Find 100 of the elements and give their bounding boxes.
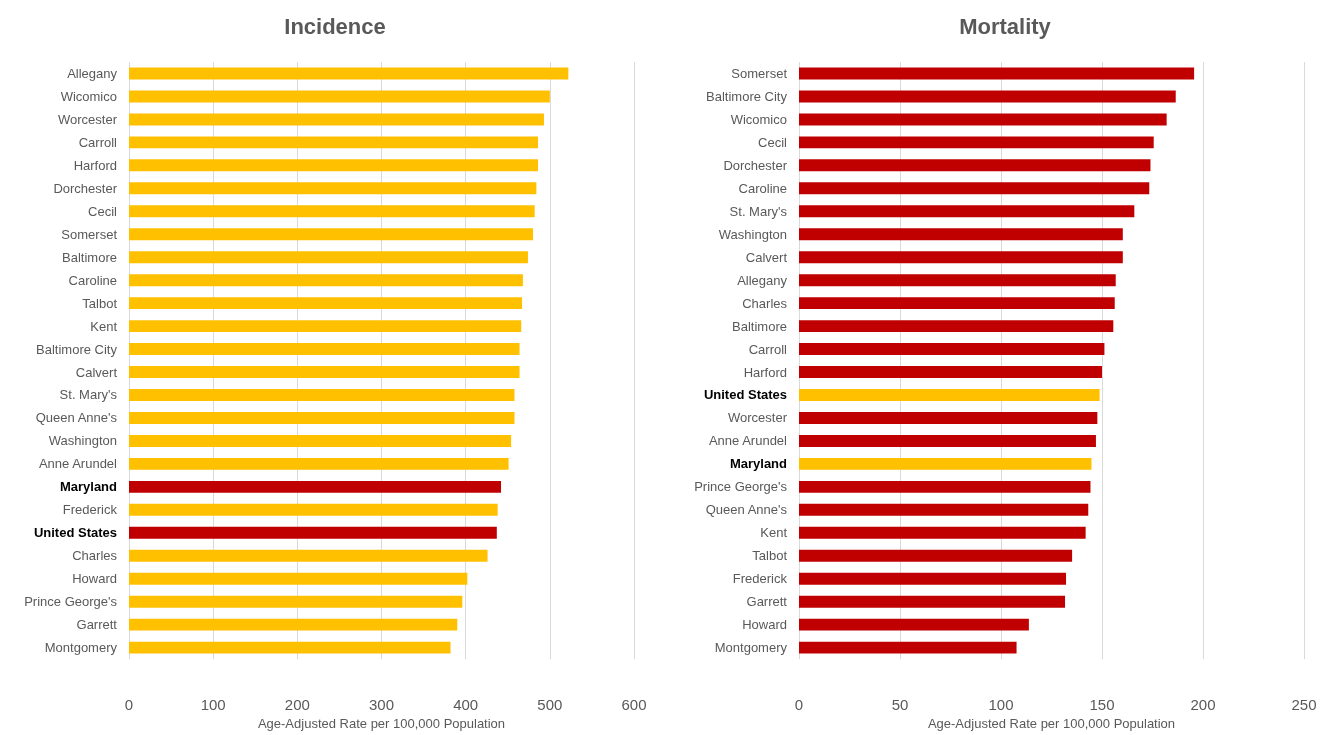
bar [129,434,512,447]
y-tick-label: Baltimore City [706,88,788,104]
y-tick-label: United States [703,387,787,403]
y-tick-label: Washington [718,226,787,242]
bar [129,595,463,608]
bar [129,480,502,493]
y-tick-label: Maryland [729,456,788,472]
y-tick-label: Maryland [59,479,118,495]
bar [129,343,520,356]
y-tick-label: Anne Arundel [708,433,788,449]
bar [799,366,1102,378]
bar [799,641,1017,654]
bar [799,205,1135,218]
bar [799,618,1029,631]
bar [799,274,1116,287]
y-tick-label: Calvert [75,364,118,380]
y-tick-label: Carroll [78,134,118,150]
y-tick-label: Queen Anne's [35,410,118,426]
bar [129,90,550,103]
y-tick-label: Caroline [738,180,787,196]
bar [129,159,539,172]
y-tick-label: Howard [742,617,787,633]
y-tick-label: Calvert [745,249,788,265]
y-tick-label: Caroline [68,272,117,288]
bar [799,90,1176,103]
x-axis-title: Age-Adjusted Rate per 100,000 Population [257,716,506,731]
x-tick-label: 100 [200,696,226,714]
y-tick-label: Frederick [732,571,788,587]
bar [129,526,497,539]
y-tick-label: Kent [90,318,118,334]
y-tick-label: Washington [48,433,117,449]
bar [799,389,1100,401]
y-tick-label: Charles [72,548,118,564]
bar [799,343,1105,356]
y-tick-label: Dorchester [53,180,118,196]
bar [129,618,458,631]
bar [129,366,520,378]
x-tick-label: 0 [794,696,804,714]
x-tick-label: 250 [1291,696,1317,714]
bar [799,457,1092,470]
x-axis-title: Age-Adjusted Rate per 100,000 Population [927,716,1176,731]
bar [799,320,1114,333]
chart-title: Incidence [284,13,386,39]
bar [799,434,1096,447]
bar [799,182,1150,195]
bar [799,297,1115,310]
y-tick-label: Queen Anne's [705,502,788,518]
y-tick-label: Cecil [88,203,118,219]
bar [799,480,1091,493]
bar [129,320,522,333]
x-tick-label: 0 [124,696,134,714]
x-tick-label: 100 [988,696,1014,714]
y-tick-label: Baltimore [62,249,117,265]
bar [799,411,1098,424]
y-tick-label: Baltimore City [36,341,118,357]
x-tick-label: 600 [621,696,647,714]
bar [799,159,1151,172]
x-tick-label: 500 [537,696,563,714]
bar [129,274,523,287]
y-tick-label: Allegany [67,65,118,81]
bar [129,182,537,195]
y-tick-label: Garrett [746,594,788,610]
y-tick-label: Montgomery [44,640,118,656]
y-tick-label: Talbot [752,548,788,564]
bar [129,411,515,424]
y-tick-label: Wicomico [60,88,117,104]
bar [129,251,528,264]
y-tick-label: Harford [743,364,787,380]
y-tick-label: Anne Arundel [38,456,118,472]
bar [129,572,468,585]
x-tick-label: 400 [453,696,479,714]
bar [799,549,1073,562]
y-tick-label: Howard [72,571,117,587]
bar [799,503,1089,516]
chart-title: Mortality [959,13,1052,39]
x-tick-label: 150 [1089,696,1115,714]
bar [799,67,1195,80]
y-tick-label: Talbot [82,295,118,311]
bar [799,228,1123,241]
bar [129,641,451,654]
bar [129,503,498,516]
y-tick-label: Wicomico [730,111,787,127]
bar [129,457,509,470]
y-tick-label: Cecil [758,134,788,150]
y-tick-label: St. Mary's [729,203,788,219]
y-tick-label: Prince George's [694,479,788,495]
bar [799,251,1123,264]
y-tick-label: Somerset [61,226,118,242]
y-tick-label: St. Mary's [59,387,118,403]
x-tick-label: 200 [1190,696,1216,714]
y-tick-label: Montgomery [714,640,788,656]
y-tick-label: Harford [73,157,117,173]
bar [129,136,539,149]
bar [799,526,1086,539]
bar [129,389,515,401]
bar [799,572,1067,585]
bar [129,228,533,241]
x-tick-label: 200 [284,696,310,714]
y-tick-label: United States [33,525,117,541]
bar [799,595,1066,608]
